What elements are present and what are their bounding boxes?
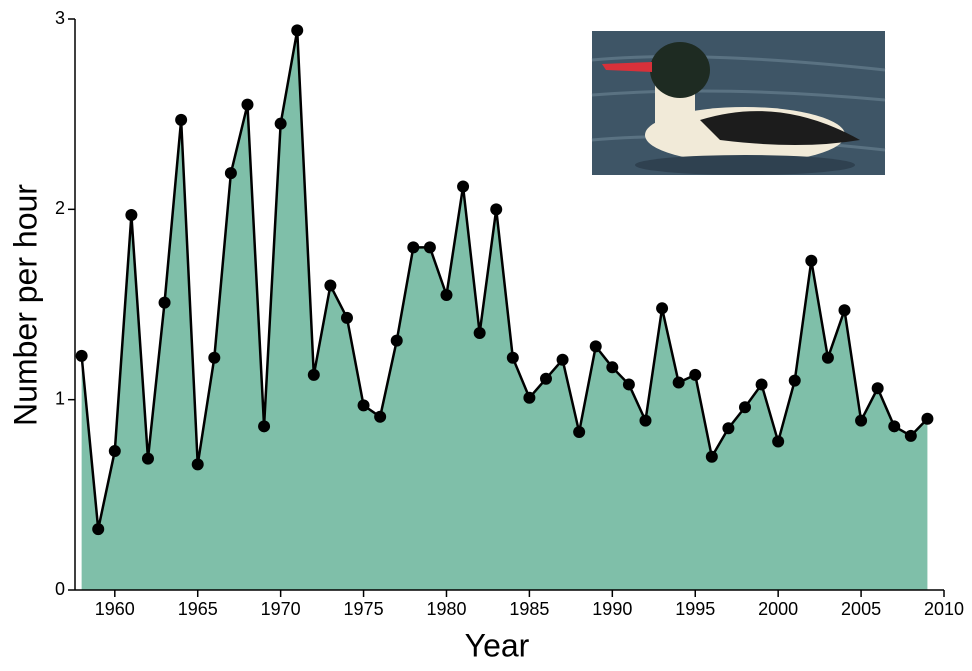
y-tick-label: 1 bbox=[55, 388, 65, 408]
point bbox=[722, 422, 735, 435]
point bbox=[772, 435, 785, 448]
point bbox=[788, 374, 801, 387]
point bbox=[556, 353, 569, 366]
point bbox=[390, 334, 403, 347]
point bbox=[606, 361, 619, 374]
point bbox=[523, 391, 536, 404]
point bbox=[274, 117, 287, 130]
x-tick-label: 1960 bbox=[95, 599, 135, 619]
point bbox=[904, 429, 917, 442]
point bbox=[141, 452, 154, 465]
point bbox=[573, 426, 586, 439]
point bbox=[224, 167, 237, 180]
point bbox=[639, 414, 652, 427]
y-axis-label: Number per hour bbox=[7, 184, 43, 426]
line bbox=[80, 29, 929, 531]
point bbox=[705, 450, 718, 463]
point bbox=[457, 180, 470, 193]
x-tick-label: 1980 bbox=[426, 599, 466, 619]
x-tick-label: 1965 bbox=[178, 599, 218, 619]
point bbox=[258, 420, 271, 433]
point bbox=[324, 279, 337, 292]
point bbox=[407, 241, 420, 254]
point bbox=[589, 340, 602, 353]
duck-photo bbox=[591, 31, 886, 175]
point bbox=[92, 523, 105, 536]
x-tick-label: 2000 bbox=[758, 599, 798, 619]
point bbox=[755, 378, 768, 391]
x-tick-label: 1970 bbox=[261, 599, 301, 619]
point bbox=[125, 209, 138, 222]
point bbox=[622, 378, 635, 391]
point bbox=[539, 372, 552, 385]
point bbox=[672, 376, 685, 389]
point bbox=[821, 351, 834, 364]
point bbox=[871, 382, 884, 395]
point bbox=[506, 351, 519, 364]
x-axis-label: Year bbox=[465, 627, 530, 663]
point bbox=[175, 113, 188, 126]
point bbox=[855, 414, 868, 427]
x-tick-label: 2010 bbox=[924, 599, 964, 619]
y-tick-label: 3 bbox=[55, 8, 65, 28]
point bbox=[473, 327, 486, 340]
point bbox=[340, 311, 353, 324]
point bbox=[921, 412, 934, 425]
point bbox=[291, 24, 304, 37]
y-tick-label: 2 bbox=[55, 198, 65, 218]
point bbox=[191, 458, 204, 471]
point bbox=[357, 399, 370, 412]
point bbox=[75, 349, 88, 362]
point bbox=[656, 302, 669, 315]
point bbox=[208, 351, 221, 364]
point bbox=[374, 410, 387, 423]
x-tick-label: 1995 bbox=[675, 599, 715, 619]
point bbox=[158, 296, 171, 309]
point bbox=[490, 203, 503, 216]
point bbox=[805, 254, 818, 267]
point bbox=[689, 368, 702, 381]
point bbox=[423, 241, 436, 254]
point bbox=[241, 98, 254, 111]
x-tick-label: 1985 bbox=[509, 599, 549, 619]
point bbox=[440, 288, 453, 301]
x-tick-label: 1975 bbox=[344, 599, 384, 619]
point bbox=[888, 420, 901, 433]
point bbox=[838, 304, 851, 317]
x-tick-label: 2005 bbox=[841, 599, 881, 619]
point bbox=[108, 445, 121, 458]
point bbox=[738, 401, 751, 414]
point bbox=[307, 368, 320, 381]
y-tick-label: 0 bbox=[55, 579, 65, 599]
x-tick-label: 1990 bbox=[592, 599, 632, 619]
